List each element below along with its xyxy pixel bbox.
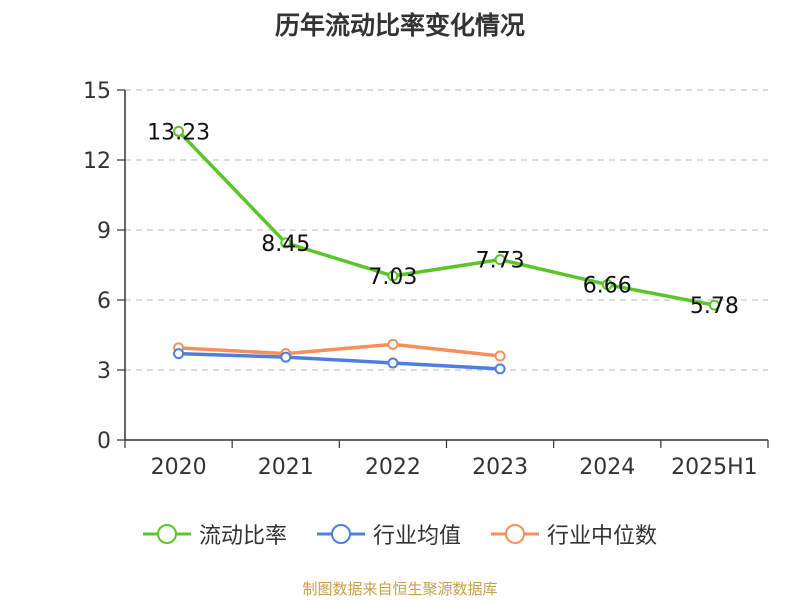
data-point	[494, 350, 506, 362]
x-tick-label: 2024	[579, 455, 635, 480]
data-point	[173, 348, 185, 360]
source-note: 制图数据来自恒生聚源数据库	[302, 580, 498, 598]
legend-swatch-industry-mean	[316, 524, 365, 544]
data-point	[387, 338, 399, 350]
series-line	[178, 351, 501, 371]
legend-swatch-industry-median	[491, 524, 539, 544]
data-point	[494, 363, 506, 375]
legend-item-industry-median[interactable]: 行业中位数	[491, 518, 657, 550]
data-label: 7.03	[368, 265, 417, 290]
data-point	[173, 125, 185, 137]
data-point	[494, 254, 506, 266]
data-point	[387, 357, 399, 369]
data-point	[280, 237, 292, 249]
x-tick-label: 2020	[151, 455, 207, 480]
chart-title: 历年流动比率变化情况	[274, 11, 525, 40]
y-tick-label: 3	[97, 359, 111, 384]
data-label: 8.45	[261, 232, 310, 257]
data-point	[280, 351, 292, 363]
data-point	[708, 299, 720, 311]
y-tick-label: 0	[97, 429, 111, 454]
x-tick-label: 2021	[258, 455, 314, 480]
data-label: 7.73	[476, 249, 525, 274]
x-tick-label: 2022	[365, 455, 421, 480]
data-label: 5.78	[690, 294, 739, 319]
y-tick-label: 15	[83, 79, 111, 104]
legend-swatch-current-ratio	[142, 524, 191, 544]
data-point	[387, 270, 399, 282]
y-tick-label: 12	[83, 149, 111, 174]
x-tick-label: 2023	[472, 455, 528, 480]
legend-label-industry-median: 行业中位数	[547, 524, 658, 549]
data-label: 6.66	[583, 274, 632, 299]
series-line	[178, 342, 501, 358]
x-tick-label: 2025H1	[671, 455, 758, 480]
legend-item-industry-mean[interactable]: 行业均值	[316, 518, 461, 550]
legend-label-industry-mean: 行业均值	[372, 524, 461, 549]
legend-label-current-ratio: 流动比率	[198, 524, 287, 549]
legend-item-current-ratio[interactable]: 流动比率	[142, 518, 287, 550]
data-point	[601, 279, 613, 291]
series-line	[177, 130, 715, 307]
legend: 流动比率 行业均值 行业中位数	[0, 518, 800, 550]
y-tick-label: 6	[97, 289, 111, 314]
y-tick-label: 9	[97, 219, 111, 244]
data-label: 13.23	[147, 120, 210, 145]
